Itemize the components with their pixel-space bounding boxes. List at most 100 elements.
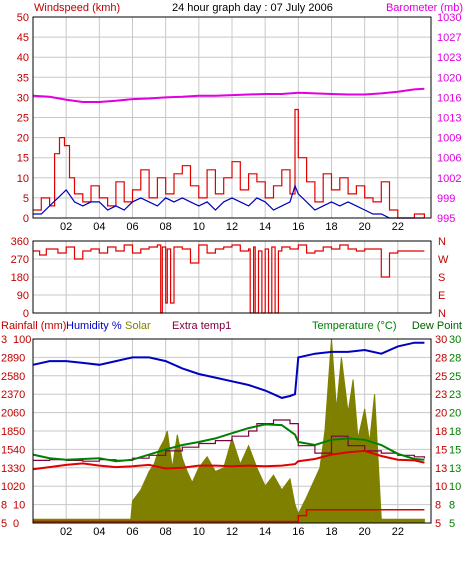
temp-tick-label-right: 15 — [449, 444, 461, 456]
rain-tick-label: 20 — [1, 408, 13, 420]
x-tick-label: 22 — [392, 221, 404, 233]
humidity-tick-label: 80 — [13, 371, 25, 383]
wind-direction-line — [33, 244, 425, 314]
y-tick-label: 35 — [17, 72, 29, 84]
rain-tick-label: 5 — [1, 518, 7, 530]
humidity-tick-label: 30 — [13, 463, 25, 475]
x-tick-label: 10 — [193, 526, 205, 538]
temp-tick-label-right: 20 — [449, 408, 461, 420]
average-windspeed-line — [33, 184, 425, 219]
temp-tick-label-left: 5 — [435, 518, 441, 530]
x-tick-label: 08 — [160, 526, 172, 538]
rain-tick-label: 13 — [1, 463, 13, 475]
x-tick-label: 20 — [359, 526, 371, 538]
direction-panel-frame — [32, 240, 432, 314]
rain-tick-label: 3 — [1, 334, 7, 346]
temp-tick-label-left: 20 — [435, 408, 447, 420]
x-tick-label: 02 — [60, 526, 72, 538]
temp-tick-label-right: 13 — [449, 463, 461, 475]
x-tick-label: 22 — [392, 526, 404, 538]
temp-tick-label-right: 23 — [449, 389, 461, 401]
temp-tick-label-left: 23 — [435, 389, 447, 401]
y-tick-label-right: 1020 — [437, 72, 461, 84]
extra-temp-legend-label: Extra temp1 — [172, 320, 231, 332]
y-tick-label: 90 — [17, 290, 29, 302]
temp-tick-label-left: 30 — [435, 334, 447, 346]
rain-tick-label: 15 — [1, 444, 13, 456]
rain-tick-label: 8 — [1, 500, 7, 512]
rainfall-axis-label: Rainfall (mm) — [1, 320, 66, 332]
x-tick-label: 06 — [126, 526, 138, 538]
temp-tick-label-right: 30 — [449, 334, 461, 346]
temperature-line — [32, 423, 425, 463]
y-tick-label: 40 — [17, 52, 29, 64]
y-tick-label: 25 — [17, 113, 29, 125]
humidity-tick-label: 0 — [13, 518, 19, 530]
dew-point-line — [32, 449, 425, 471]
dew-point-axis-label: Dew Point — [412, 320, 462, 332]
y-tick-label: 0 — [23, 213, 29, 225]
y-tick-label-right: 995 — [437, 213, 455, 225]
x-tick-label: 12 — [226, 526, 238, 538]
y-tick-label-right: 1023 — [437, 52, 461, 64]
compass-label: W — [438, 254, 449, 266]
barometer-line — [32, 87, 425, 103]
temp-tick-label-right: 10 — [449, 481, 461, 493]
temp-tick-label-right: 18 — [449, 426, 461, 438]
rain-tick-label: 10 — [1, 481, 13, 493]
x-tick-label: 06 — [126, 221, 138, 233]
temp-tick-label-left: 15 — [435, 444, 447, 456]
x-tick-label: 12 — [226, 221, 238, 233]
x-tick-label: 14 — [259, 526, 271, 538]
y-tick-label-right: 1009 — [437, 133, 461, 145]
y-tick-label-right: 1030 — [437, 12, 461, 24]
x-tick-label: 14 — [259, 221, 271, 233]
temp-panel-frame — [32, 338, 432, 524]
temp-tick-label-left: 10 — [435, 481, 447, 493]
humidity-line — [32, 341, 425, 399]
temp-tick-label-left: 13 — [435, 463, 447, 475]
humidity-tick-label: 20 — [13, 481, 25, 493]
x-tick-label: 18 — [325, 221, 337, 233]
y-tick-label-right: 1002 — [437, 173, 461, 185]
humidity-axis-label: Humidity % — [66, 320, 122, 332]
compass-label: S — [438, 272, 445, 284]
y-tick-label-right: 1027 — [437, 32, 461, 44]
temp-tick-label-left: 8 — [435, 500, 441, 512]
x-tick-label: 16 — [292, 221, 304, 233]
graph-title: 24 hour graph day : 07 July 2006 — [172, 2, 333, 14]
humidity-tick-label: 100 — [13, 334, 31, 346]
windspeed-line — [33, 108, 425, 219]
temperature-axis-label: Temperature (°C) — [312, 320, 396, 332]
humidity-tick-label: 50 — [13, 426, 25, 438]
y-tick-label-right: 1006 — [437, 153, 461, 165]
y-tick-label: 30 — [17, 92, 29, 104]
rain-tick-label: 23 — [1, 389, 13, 401]
temp-tick-label-right: 5 — [449, 518, 455, 530]
y-tick-label: 360 — [11, 236, 29, 248]
rain-tick-label: 28 — [1, 352, 13, 364]
temp-tick-label-left: 25 — [435, 371, 447, 383]
compass-label: E — [438, 290, 445, 302]
y-tick-label-right: 1013 — [437, 113, 461, 125]
humidity-tick-label: 10 — [13, 500, 25, 512]
rain-tick-label: 18 — [1, 426, 13, 438]
x-tick-label: 04 — [93, 526, 105, 538]
compass-label: N — [438, 308, 446, 320]
y-tick-label: 10 — [17, 173, 29, 185]
y-tick-label: 180 — [11, 272, 29, 284]
x-tick-label: 10 — [193, 221, 205, 233]
y-tick-label: 50 — [17, 12, 29, 24]
humidity-tick-label: 90 — [13, 352, 25, 364]
x-tick-label: 18 — [325, 526, 337, 538]
compass-label: N — [438, 236, 446, 248]
x-tick-label: 20 — [359, 221, 371, 233]
y-tick-label: 15 — [17, 153, 29, 165]
y-tick-label: 270 — [11, 254, 29, 266]
y-tick-label: 45 — [17, 32, 29, 44]
wind-direction-panel: 360 N 270 W 180 S 90 E 0 N — [11, 236, 449, 320]
humidity-tick-label: 40 — [13, 444, 25, 456]
